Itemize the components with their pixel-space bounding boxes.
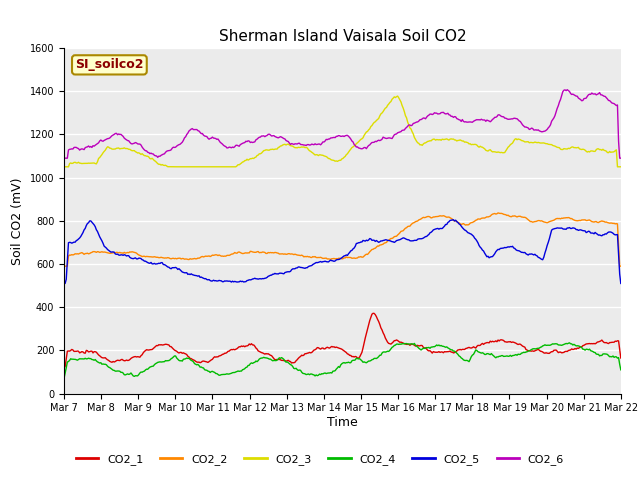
CO2_4 xyxy=(60,375,68,381)
CO2_4 xyxy=(328,370,335,376)
CO2_4 xyxy=(605,353,612,359)
Legend: CO2_1, CO2_2, CO2_3, CO2_4, CO2_5, CO2_6: CO2_1, CO2_2, CO2_3, CO2_4, CO2_5, CO2_6 xyxy=(72,450,568,469)
CO2_5 xyxy=(605,229,612,235)
CO2_3 xyxy=(392,95,399,100)
CO2_5 xyxy=(328,258,335,264)
CO2_4 xyxy=(362,360,369,365)
CO2_4 xyxy=(516,351,524,357)
CO2_5 xyxy=(518,250,525,255)
CO2_3 xyxy=(324,156,332,161)
Title: Sherman Island Vaisala Soil CO2: Sherman Island Vaisala Soil CO2 xyxy=(219,29,466,44)
CO2_2 xyxy=(60,263,68,269)
CO2_5 xyxy=(362,238,369,244)
CO2_1 xyxy=(324,345,332,351)
CO2_1 xyxy=(60,365,68,371)
CO2_2 xyxy=(392,233,399,239)
CO2_3 xyxy=(617,164,625,170)
CO2_2 xyxy=(324,256,332,262)
CO2_5 xyxy=(324,259,332,265)
CO2_1 xyxy=(328,344,335,349)
CO2_3 xyxy=(362,131,369,136)
CO2_2 xyxy=(362,252,369,258)
CO2_1 xyxy=(518,342,525,348)
CO2_6 xyxy=(362,144,369,150)
X-axis label: Time: Time xyxy=(327,416,358,429)
CO2_2 xyxy=(518,214,525,220)
CO2_5 xyxy=(449,217,457,223)
CO2_1 xyxy=(605,341,612,347)
CO2_6 xyxy=(516,119,524,124)
CO2_2 xyxy=(328,256,335,262)
CO2_6 xyxy=(324,136,332,142)
CO2_1 xyxy=(393,337,401,343)
CO2_6 xyxy=(605,97,612,103)
CO2_3 xyxy=(518,138,525,144)
CO2_4 xyxy=(566,340,573,346)
CO2_3 xyxy=(60,164,68,170)
Line: CO2_1: CO2_1 xyxy=(64,313,621,368)
CO2_2 xyxy=(605,220,612,226)
Line: CO2_6: CO2_6 xyxy=(64,90,621,158)
CO2_3 xyxy=(394,93,401,99)
Y-axis label: Soil CO2 (mV): Soil CO2 (mV) xyxy=(11,177,24,264)
CO2_1 xyxy=(369,311,377,316)
CO2_3 xyxy=(605,150,612,156)
CO2_6 xyxy=(563,87,571,93)
CO2_2 xyxy=(617,263,625,269)
CO2_6 xyxy=(392,132,399,137)
CO2_1 xyxy=(617,355,625,361)
CO2_6 xyxy=(60,156,68,161)
CO2_3 xyxy=(328,157,335,163)
Line: CO2_3: CO2_3 xyxy=(64,96,621,167)
Line: CO2_5: CO2_5 xyxy=(64,220,621,283)
CO2_4 xyxy=(617,367,625,372)
CO2_5 xyxy=(617,280,625,286)
CO2_6 xyxy=(617,156,625,161)
CO2_5 xyxy=(60,280,68,286)
CO2_5 xyxy=(392,239,399,244)
CO2_1 xyxy=(362,335,369,341)
Line: CO2_2: CO2_2 xyxy=(64,213,621,266)
Text: SI_soilco2: SI_soilco2 xyxy=(75,59,143,72)
CO2_4 xyxy=(392,342,399,348)
CO2_6 xyxy=(328,135,335,141)
Line: CO2_4: CO2_4 xyxy=(64,343,621,378)
CO2_2 xyxy=(494,210,502,216)
CO2_4 xyxy=(324,370,332,376)
